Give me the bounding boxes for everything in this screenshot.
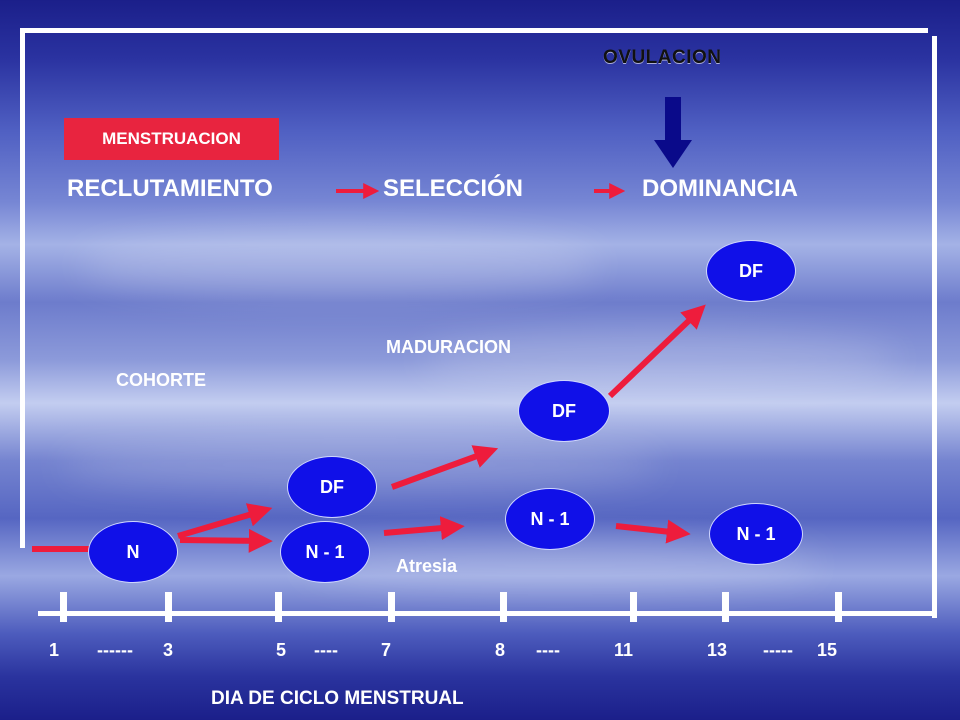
axis-tick: [165, 592, 172, 622]
frame-bottom: [38, 611, 936, 616]
axis-tick-label: 15: [817, 640, 838, 660]
axis-tick: [500, 592, 507, 622]
maduracion-label: MADURACION: [386, 337, 511, 357]
arrow-n1-to-n1-b: [615, 519, 691, 544]
axis-title: DIA DE CICLO MENSTRUAL: [211, 688, 464, 709]
atresia-label: Atresia: [396, 556, 458, 576]
arrow-n-to-n1: [179, 528, 273, 553]
axis-tick-label: ----: [314, 640, 338, 660]
dominancia-label: DOMINANCIA: [642, 175, 798, 202]
axis-tick: [60, 592, 67, 622]
axis-tick: [835, 592, 842, 622]
axis-tick-label: 13: [707, 640, 728, 660]
axis-tick-label: 3: [163, 640, 174, 660]
axis-tick: [388, 592, 395, 622]
cloud-texture: [420, 330, 900, 390]
cloud-texture: [80, 230, 600, 300]
follicle-node-df: DF: [518, 380, 610, 442]
follicle-node-df: DF: [706, 240, 796, 302]
follicle-node-n-minus-1: N - 1: [280, 521, 370, 583]
seleccion-label: SELECCIÓN: [383, 175, 524, 202]
reclutamiento-label: RECLUTAMIENTO: [67, 175, 273, 202]
axis-tick-label: -----: [763, 640, 793, 660]
axis-tick-label: 7: [381, 640, 392, 660]
follicle-node-df: DF: [287, 456, 377, 518]
arrow-df-to-top-df: [607, 304, 706, 399]
cohorte-label: COHORTE: [116, 370, 206, 390]
frame-top: [20, 28, 928, 33]
menstruacion-badge: MENSTRUACION: [64, 118, 279, 160]
axis-tick-label: 1: [49, 640, 60, 660]
frame-right: [932, 36, 937, 618]
axis-tick: [722, 592, 729, 622]
axis-tick: [275, 592, 282, 622]
axis-tick: [630, 592, 637, 622]
axis-tick-label: 8: [495, 640, 506, 660]
follicle-node-n-minus-1: N - 1: [505, 488, 595, 550]
axis-tick-label: ----: [536, 640, 560, 660]
arrow-n1-to-n1-a: [383, 516, 465, 541]
menstruacion-label: MENSTRUACION: [102, 129, 241, 148]
arrow-n-to-df: [177, 503, 273, 539]
follicle-node-n-minus-1: N - 1: [709, 503, 803, 565]
axis-tick-label: 5: [276, 640, 287, 660]
axis-tick-label: 11: [614, 640, 634, 660]
follicle-node-n: N: [88, 521, 178, 583]
arrow-df-to-df: [390, 445, 499, 490]
ovulacion-label: OVULACION: [603, 47, 722, 68]
ovulation-arrow: [654, 97, 692, 168]
axis-tick-label: ------: [97, 640, 133, 660]
frame-left: [20, 28, 25, 548]
